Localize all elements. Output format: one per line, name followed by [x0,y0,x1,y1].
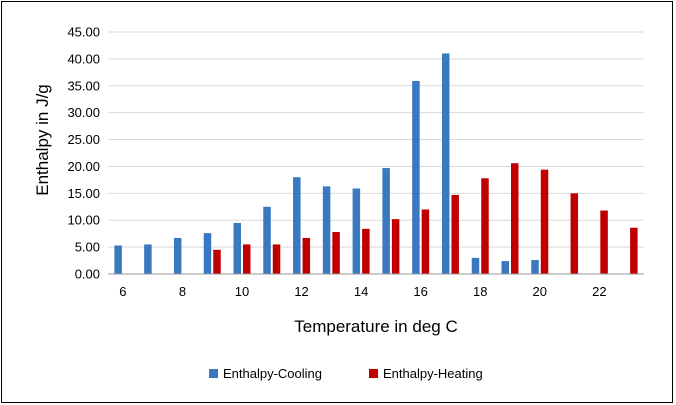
bar-enthalpy-heating [600,210,608,274]
x-tick-label: 12 [294,284,308,299]
legend-label: Enthalpy-Heating [383,366,483,381]
bar-enthalpy-cooling [203,233,212,274]
y-tick-label: 40.00 [67,51,100,66]
y-tick-labels: 0.00 5.00 10.00 15.00 20.00 25.00 30.00 35.00 40… [67,25,100,282]
legend-swatch [209,369,218,378]
bar-enthalpy-heating [391,219,400,274]
bar-enthalpy-cooling [322,186,331,274]
legend-label: Enthalpy-Cooling [223,366,322,381]
bar-enthalpy-heating [451,194,459,274]
x-tick-label: 14 [354,284,368,299]
bar-enthalpy-cooling [293,177,301,274]
bar-enthalpy-heating [630,227,638,274]
y-tick-label: 35.00 [67,78,100,93]
y-tick-label: 25.00 [67,132,100,147]
y-tick-label: 30.00 [67,105,100,120]
bar-enthalpy-heating [332,232,340,274]
bar-enthalpy-cooling [531,260,539,274]
gridlines [108,31,644,248]
x-tick-label: 18 [473,284,487,299]
bar-enthalpy-heating [362,228,370,274]
bar-enthalpy-heating [570,193,579,274]
x-tick-label: 6 [119,284,126,299]
x-tick-label: 20 [533,284,547,299]
legend: Enthalpy-Cooling Enthalpy-Heating [209,366,483,381]
bar-enthalpy-cooling [382,168,390,274]
x-tick-label: 22 [592,284,606,299]
bar-enthalpy-cooling [263,206,271,274]
x-tick-label: 16 [413,284,427,299]
y-tick-label: 45.00 [67,25,100,40]
bar-enthalpy-cooling [441,53,450,275]
bar-enthalpy-heating [213,249,221,274]
x-tick-labels: 6 8 10 12 14 16 18 20 22 [119,284,606,299]
y-axis-title: Enthalpy in J/g [33,84,52,196]
x-tick-label: 10 [235,284,249,299]
bar-enthalpy-cooling [471,257,480,274]
y-tick-label: 10.00 [67,213,100,228]
y-tick-label: 15.00 [67,186,100,201]
bar-enthalpy-heating [272,244,281,274]
x-axis-title: Temperature in deg C [294,317,457,336]
bar-enthalpy-cooling [501,261,509,274]
bar-enthalpy-heating [540,169,549,274]
bar-enthalpy-cooling [352,188,361,274]
y-tick-label: 20.00 [67,159,100,174]
bar-enthalpy-heating [421,209,430,274]
bar-enthalpy-heating [511,163,519,274]
bar-enthalpy-heating [481,178,489,274]
bar-enthalpy-heating [243,244,251,274]
y-tick-label: 0.00 [75,267,100,282]
bar-enthalpy-heating [302,237,311,274]
bar-enthalpy-cooling [114,245,122,274]
bar-enthalpy-cooling [412,80,420,274]
bar-enthalpy-cooling [233,222,241,274]
bar-enthalpy-cooling [173,237,182,274]
bars [114,53,638,275]
y-tick-label: 5.00 [75,240,100,255]
legend-swatch [369,369,378,378]
x-tick-label: 8 [179,284,186,299]
bar-enthalpy-cooling [144,244,152,274]
